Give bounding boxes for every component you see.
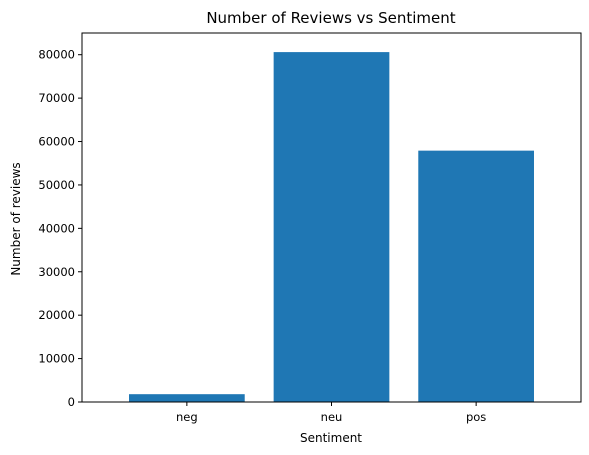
y-tick-label-40000: 40000 <box>38 221 75 235</box>
y-axis-label: Number of reviews <box>9 162 23 275</box>
bar-pos <box>418 150 534 402</box>
y-tick-label-10000: 10000 <box>38 352 75 366</box>
y-tick-label-30000: 30000 <box>38 265 75 279</box>
x-axis-label: Sentiment <box>300 431 362 445</box>
plot-area <box>129 52 534 403</box>
x-tick-label-neg: neg <box>176 410 198 424</box>
y-tick-label-0: 0 <box>68 395 75 409</box>
x-tick-label-neu: neu <box>321 410 343 424</box>
plot-frame <box>81 32 582 403</box>
bar-neg <box>129 394 245 402</box>
x-tick-label-pos: pos <box>466 410 486 424</box>
y-tick-label-20000: 20000 <box>38 308 75 322</box>
y-tick-label-80000: 80000 <box>38 48 75 62</box>
chart-title: Number of Reviews vs Sentiment <box>206 9 455 27</box>
y-tick-label-60000: 60000 <box>38 135 75 149</box>
y-tick-label-50000: 50000 <box>38 178 75 192</box>
y-axis: 0 10000 20000 30000 40000 50000 60000 70000 8000… <box>38 48 82 409</box>
bar-neu <box>273 52 390 403</box>
y-tick-label-70000: 70000 <box>38 91 75 105</box>
x-axis: neg neu pos <box>176 402 486 424</box>
